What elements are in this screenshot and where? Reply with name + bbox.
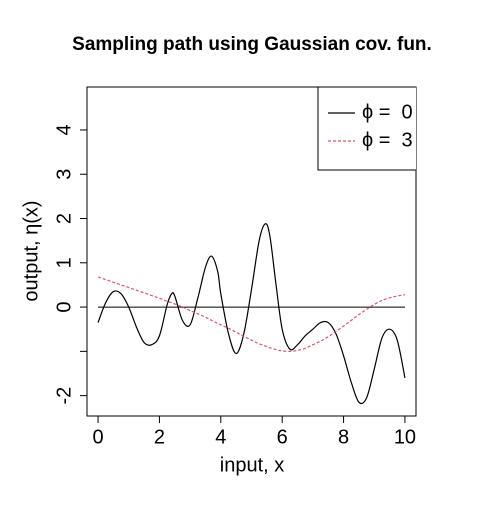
y-tick-label: -2: [53, 387, 75, 405]
series-line: [97, 276, 406, 352]
legend-box: [317, 87, 416, 171]
series-line: [97, 223, 406, 405]
x-tick-label: 0: [92, 426, 103, 448]
y-tick-label: 2: [53, 213, 75, 224]
legend-label: ϕ = 3: [362, 129, 413, 151]
plot-frame: [86, 86, 417, 417]
legend-label: ϕ = 0: [362, 101, 413, 123]
x-tick-label: 10: [394, 426, 416, 448]
y-tick-label: 4: [53, 124, 75, 135]
x-axis-label: input, x: [220, 454, 284, 476]
x-tick-label: 2: [154, 426, 165, 448]
y-tick-label: 0: [53, 302, 75, 313]
y-axis-label: output, η(x): [20, 200, 42, 301]
x-tick-label: 8: [338, 426, 349, 448]
y-tick-label: 3: [53, 169, 75, 180]
x-tick-label: 6: [277, 426, 288, 448]
x-tick-label: 4: [215, 426, 226, 448]
plot-area: ϕ = 0 ϕ = 3: [97, 87, 416, 405]
chart-title: Sampling path using Gaussian cov. fun.: [72, 34, 432, 55]
y-tick-label: 1: [53, 257, 75, 268]
